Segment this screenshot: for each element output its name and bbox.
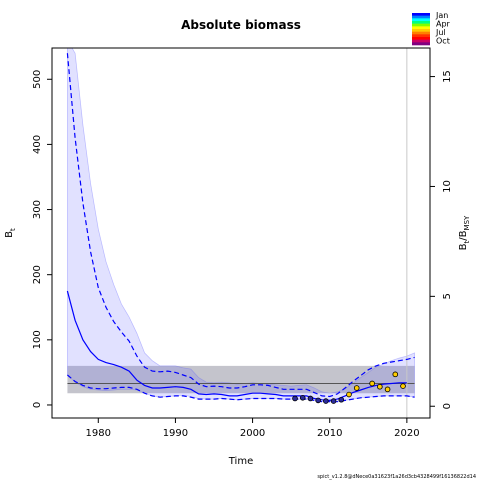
observation-point — [338, 396, 345, 403]
legend-label: Oct — [436, 37, 450, 46]
ci-band — [67, 48, 415, 403]
x-tick-label: 2020 — [394, 428, 419, 439]
observation-point — [392, 371, 399, 378]
x-tick-label: 1980 — [86, 428, 111, 439]
y-axis-right-label-div-sub: MSY — [463, 215, 471, 230]
legend-label: Jul — [435, 28, 446, 37]
right-tick-label: 5 — [442, 293, 453, 299]
y-tick-label: 200 — [32, 265, 43, 284]
legend-color-swatch — [412, 23, 430, 27]
right-tick-label: 15 — [442, 70, 453, 83]
series-line-ci-lower — [67, 374, 415, 403]
observation-point — [353, 385, 360, 391]
legend-color-swatch — [412, 39, 430, 43]
legend-color-swatch — [412, 31, 430, 35]
chart-title: Absolute biomass — [181, 18, 301, 32]
right-tick-label: 10 — [442, 180, 453, 193]
observation-point — [369, 380, 375, 387]
y-axis-right-label-main: B — [458, 243, 469, 250]
x-tick-label: 2000 — [240, 428, 265, 439]
y-tick-label: 0 — [32, 402, 43, 408]
y-axis-right: 0 5 10 15 — [430, 70, 453, 409]
observation-point — [330, 398, 337, 404]
version-footer: spict_v1.2.8@dNece0a31623f1a26d3cb432849… — [317, 474, 476, 480]
y-tick-label: 400 — [32, 135, 43, 154]
legend-color-swatch — [412, 26, 430, 30]
right-tick-label: 0 — [442, 403, 453, 409]
y-axis-right-label: Bt/BMSY — [458, 215, 471, 250]
legend-color-swatch — [412, 13, 430, 16]
legend-color-swatch — [412, 42, 430, 46]
legend-color-swatch — [412, 18, 430, 22]
observation-point — [323, 398, 329, 404]
observation-point — [307, 395, 314, 402]
legend-color-swatch — [412, 15, 430, 19]
legend-color-swatch — [412, 37, 430, 40]
y-axis-left-label-sub: t — [9, 228, 17, 231]
legend-label: Apr — [436, 20, 451, 29]
y-axis-left: 0 100 200 300 400 500 — [32, 70, 52, 408]
plot-content — [66, 48, 415, 418]
legend-color-swatch — [412, 34, 430, 38]
series-line-ci-upper — [66, 53, 415, 398]
legend-label: Jan — [435, 11, 448, 20]
x-tick-label: 1990 — [163, 428, 188, 439]
x-axis: 1980 1990 2000 2010 2020 — [86, 418, 420, 439]
y-tick-label: 300 — [32, 200, 43, 219]
legend-color-swatch — [412, 29, 430, 32]
x-tick-label: 2010 — [317, 428, 342, 439]
y-tick-label: 500 — [32, 70, 43, 89]
y-axis-right-label-sub: t — [463, 240, 471, 243]
observation-point — [299, 395, 306, 401]
y-axis-left-label: Bt — [4, 228, 17, 238]
x-axis-label: Time — [228, 456, 253, 467]
legend-color-swatch — [412, 21, 430, 24]
y-tick-label: 100 — [32, 330, 43, 349]
observation-point — [377, 383, 383, 390]
observation-point — [292, 395, 298, 402]
observation-point — [346, 391, 352, 398]
plot-frame — [51, 47, 431, 419]
observation-point — [400, 383, 406, 389]
y-axis-right-label-div: /B — [458, 230, 469, 240]
observation-point — [384, 386, 391, 393]
y-axis-left-label-main: B — [4, 231, 15, 238]
observation-point — [315, 397, 321, 404]
plot-area — [66, 48, 415, 418]
